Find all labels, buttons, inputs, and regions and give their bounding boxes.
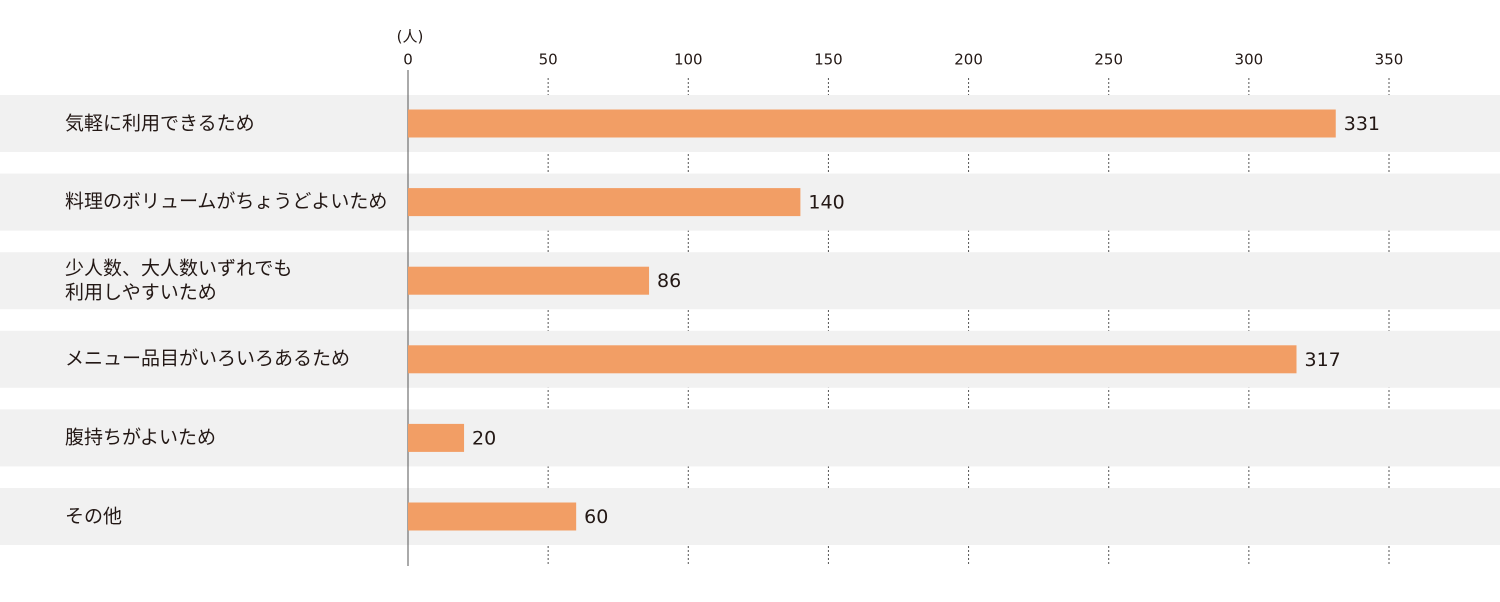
- x-tick-label: 150: [814, 51, 843, 69]
- category-label: 料理のボリュームがちょうどよいため: [65, 190, 388, 213]
- value-label: 86: [657, 270, 681, 292]
- category-label: 気軽に利用できるため: [65, 112, 255, 135]
- category-label: 腹持ちがよいため: [65, 426, 217, 449]
- category-label: その他: [65, 505, 123, 528]
- unit-label: (人): [397, 28, 424, 46]
- bar: [408, 188, 801, 217]
- x-tick-label: 100: [674, 51, 703, 69]
- category-label: メニュー品目がいろいろあるため: [65, 347, 351, 370]
- bar: [408, 345, 1297, 374]
- value-label: 60: [584, 506, 608, 528]
- bar: [408, 266, 650, 295]
- x-tick-label: 50: [539, 51, 558, 69]
- category-label: 少人数、大人数いずれでも 利用しやすいため: [65, 257, 293, 304]
- bar: [408, 502, 577, 531]
- x-tick-label: 300: [1235, 51, 1264, 69]
- x-tick-label: 0: [403, 51, 413, 69]
- x-tick-label: 200: [954, 51, 983, 69]
- x-tick-label: 350: [1375, 51, 1404, 69]
- row-band: [0, 252, 1500, 310]
- value-label: 140: [808, 192, 844, 214]
- value-label: 317: [1305, 349, 1341, 371]
- row-band: [0, 488, 1500, 545]
- value-label: 331: [1344, 113, 1380, 135]
- bar: [408, 423, 465, 452]
- value-label: 20: [472, 427, 496, 449]
- x-tick-label: 250: [1094, 51, 1123, 69]
- bar: [408, 109, 1336, 138]
- row-band: [0, 409, 1500, 467]
